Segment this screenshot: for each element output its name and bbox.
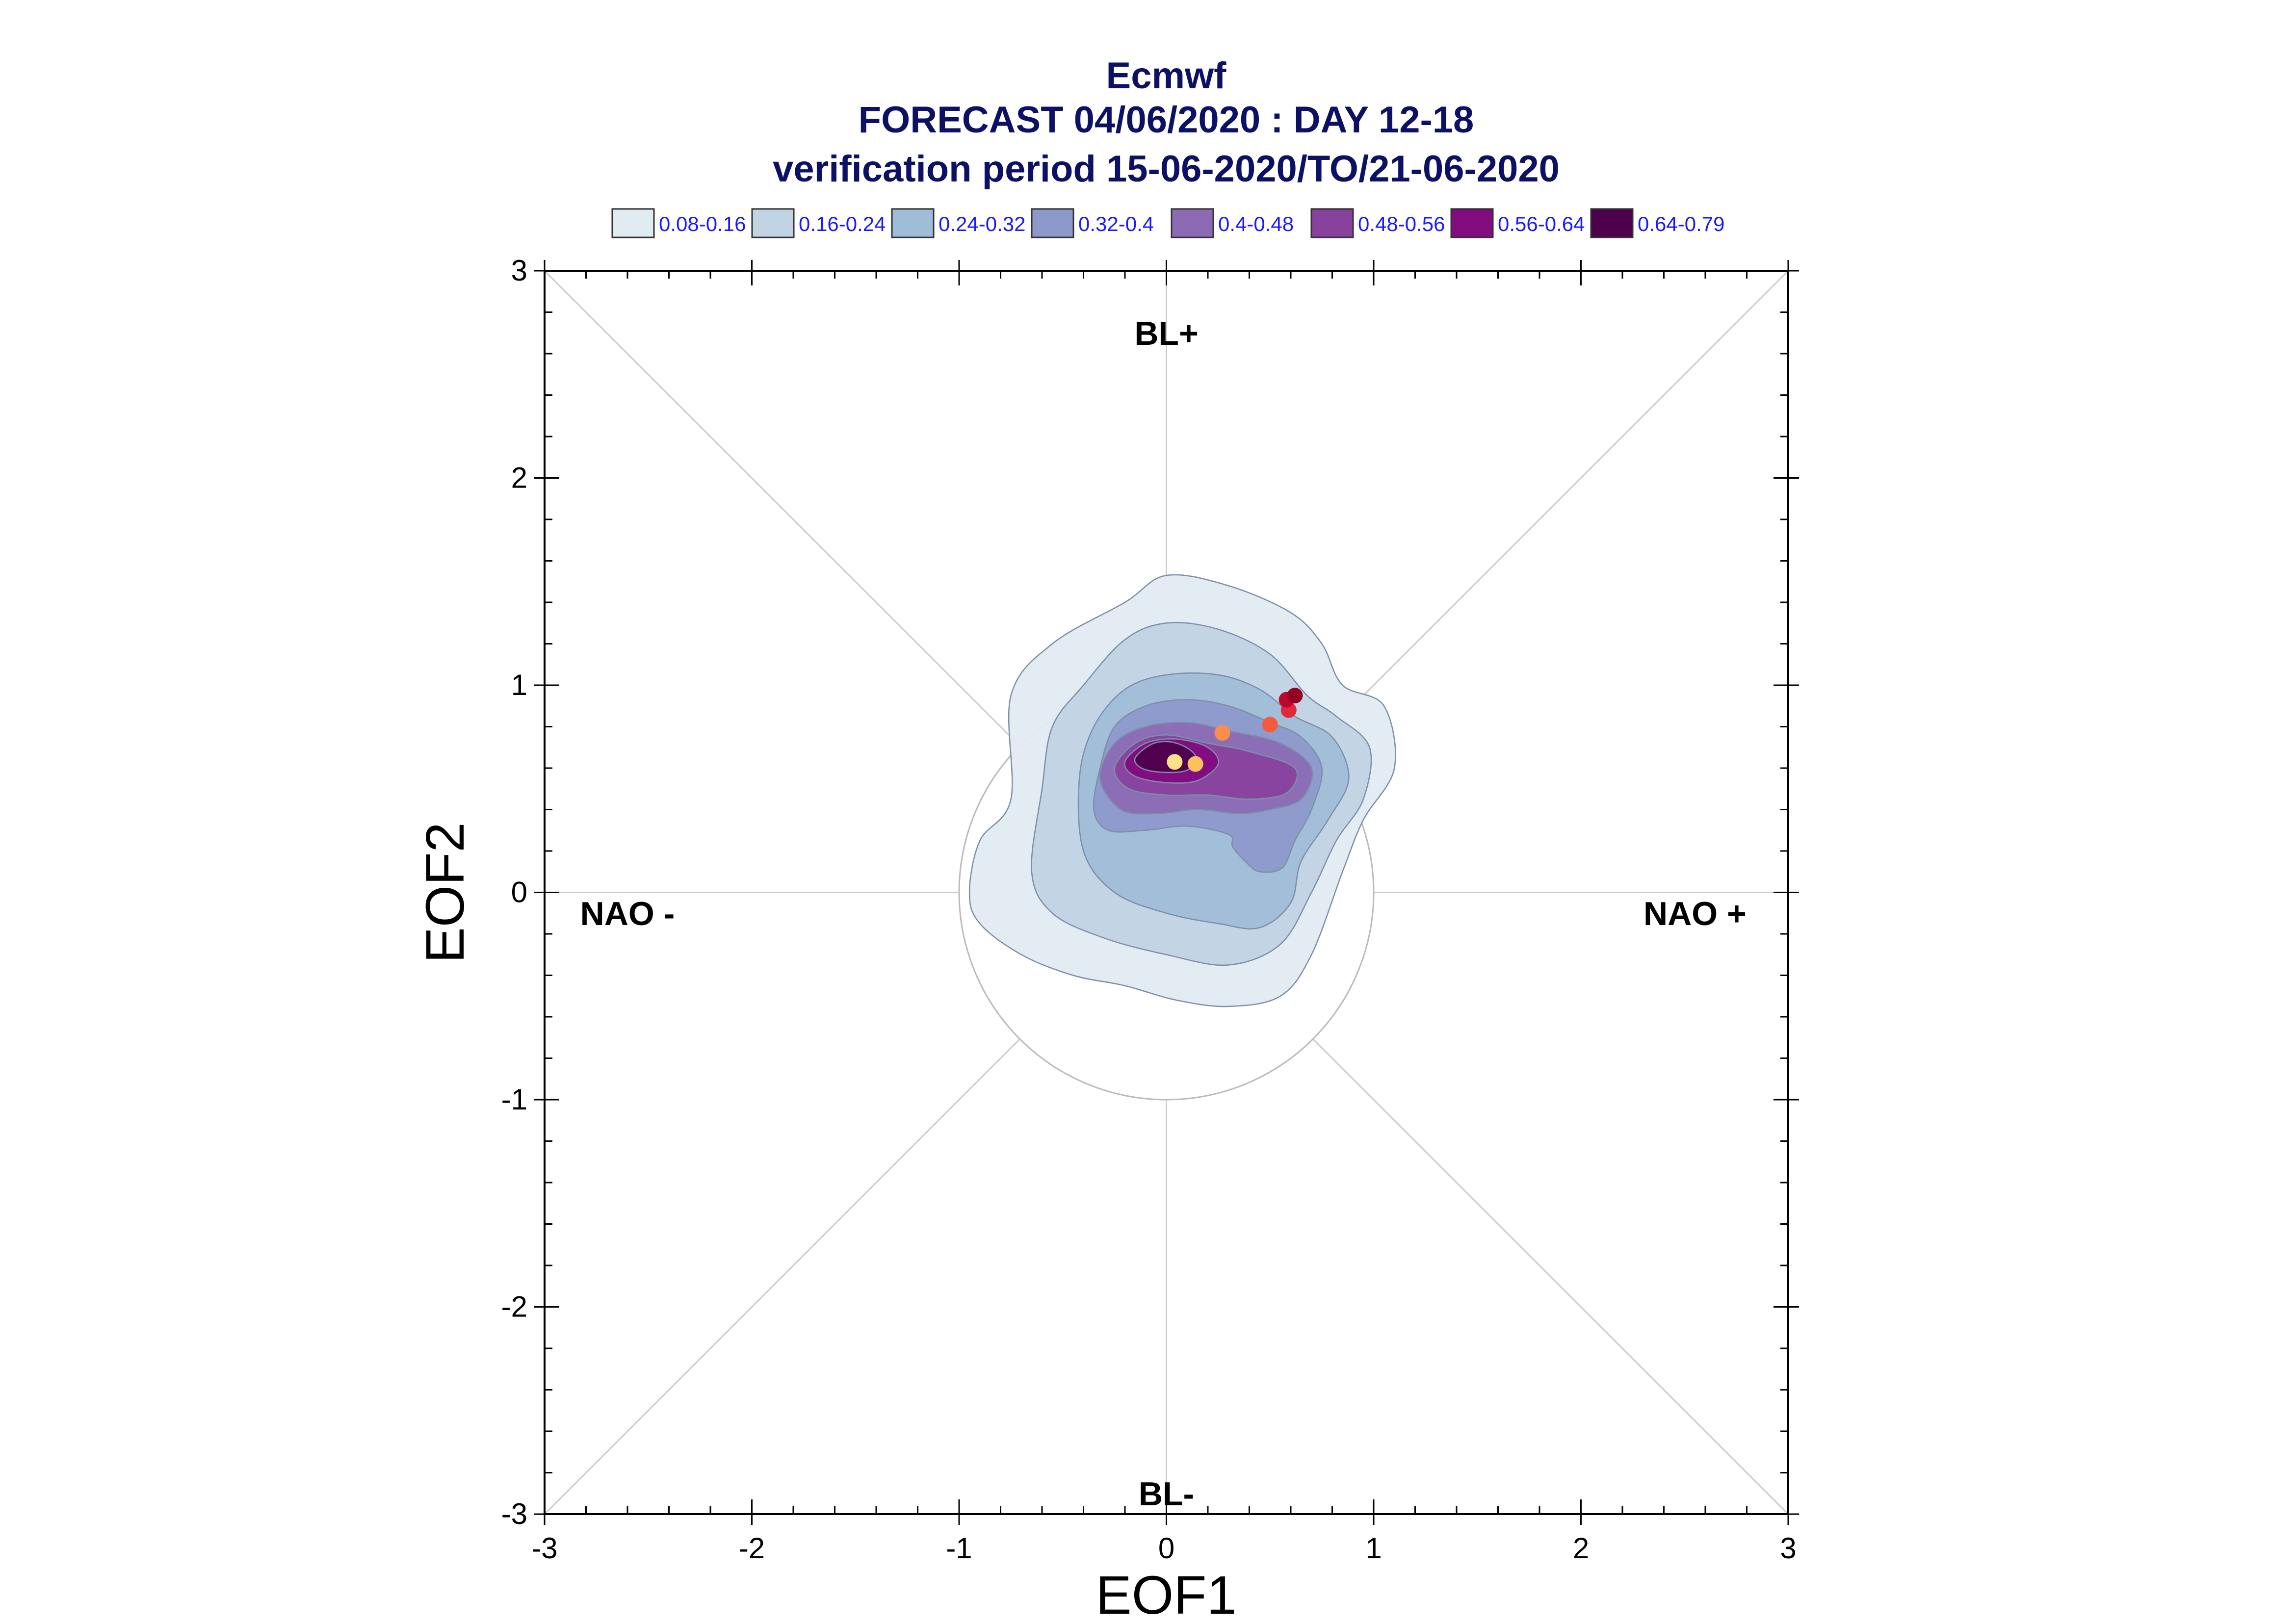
x-tick-label: -3 xyxy=(531,1532,557,1565)
forecast-point xyxy=(1214,725,1230,741)
regime-label: NAO - xyxy=(580,895,675,932)
legend-label: 0.24-0.32 xyxy=(939,212,1025,235)
regime-label: BL+ xyxy=(1134,315,1198,352)
y-tick-label: -1 xyxy=(501,1083,527,1116)
legend-swatch xyxy=(1590,208,1634,238)
y-tick-label: 2 xyxy=(511,462,527,494)
legend: 0.08-0.16 0.16-0.24 0.24-0.32 0.32-0.4 0.4-0… xyxy=(611,208,1724,238)
legend-swatch xyxy=(1310,208,1354,238)
chart-title: Ecmwf FORECAST 04/06/2020 : DAY 12-18 ve… xyxy=(773,55,1560,190)
x-axis-title: EOF1 xyxy=(1095,1565,1236,1624)
legend-swatch xyxy=(1171,208,1214,238)
title-line-3: verification period 15-06-2020/TO/21-06-… xyxy=(773,148,1560,190)
forecast-point xyxy=(1287,688,1303,704)
y-axis-title: EOF2 xyxy=(415,822,475,963)
y-tick-label: 1 xyxy=(511,669,527,701)
legend-label: 0.64-0.79 xyxy=(1638,212,1724,235)
legend-swatch xyxy=(751,208,795,238)
y-tick-label: 0 xyxy=(511,876,527,909)
title-line-1: Ecmwf xyxy=(1106,55,1227,97)
legend-swatch xyxy=(891,208,935,238)
legend-label: 0.4-0.48 xyxy=(1218,212,1294,235)
title-line-2: FORECAST 04/06/2020 : DAY 12-18 xyxy=(859,99,1474,141)
x-tick-label: 0 xyxy=(1158,1532,1174,1565)
legend-label: 0.08-0.16 xyxy=(659,212,746,235)
x-tick-label: -1 xyxy=(946,1532,972,1565)
y-tick-label: -3 xyxy=(501,1497,527,1530)
legend-swatch xyxy=(1031,208,1074,238)
legend-label: 0.56-0.64 xyxy=(1498,212,1585,235)
y-tick-label: 3 xyxy=(511,254,527,287)
x-axis: -3 -2 -1 0 1 2 3 xyxy=(531,260,1797,1565)
legend-label: 0.32-0.4 xyxy=(1078,212,1154,235)
legend-label: 0.48-0.56 xyxy=(1358,212,1445,235)
legend-label: 0.16-0.24 xyxy=(799,212,886,235)
x-tick-label: 3 xyxy=(1780,1532,1796,1565)
legend-swatch xyxy=(1450,208,1494,238)
forecast-point xyxy=(1187,756,1203,772)
y-axis: -3 -2 -1 0 1 2 3 xyxy=(501,254,1799,1530)
y-tick-label: -2 xyxy=(501,1290,527,1323)
x-tick-label: 2 xyxy=(1573,1532,1589,1565)
x-tick-label: 1 xyxy=(1365,1532,1382,1565)
x-tick-label: -2 xyxy=(739,1532,765,1565)
plot-area: BL+BL-NAO - NAO + xyxy=(544,270,1789,1515)
forecast-point xyxy=(1262,717,1278,733)
forecast-points xyxy=(1167,688,1303,772)
forecast-point xyxy=(1167,754,1183,770)
legend-swatch xyxy=(611,208,655,238)
regime-label: NAO + xyxy=(1643,895,1747,932)
